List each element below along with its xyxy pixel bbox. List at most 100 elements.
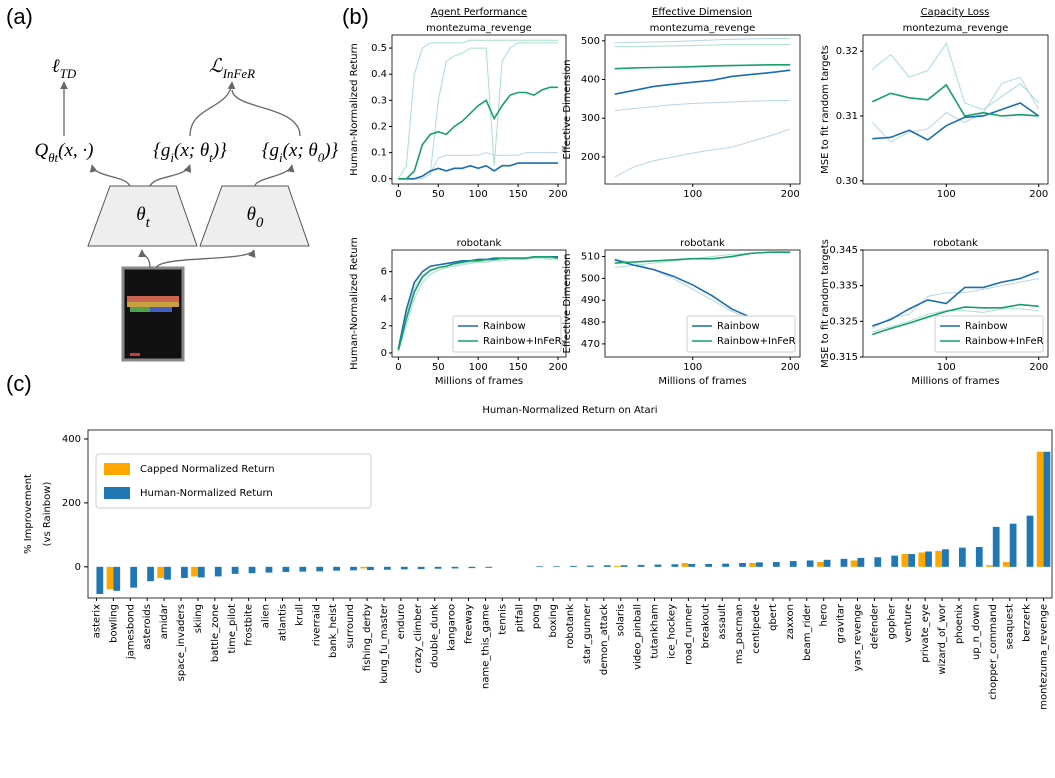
- x-tick-label: ice_hockey: [666, 604, 677, 659]
- legend-label: Capped Normalized Return: [140, 464, 275, 475]
- bar: [975, 547, 983, 567]
- series-line: [614, 64, 791, 70]
- x-axis-label: Millions of frames: [435, 376, 523, 387]
- y-axis-label: MSE to fit random targets: [820, 239, 831, 368]
- bar: [191, 566, 198, 577]
- x-tick-label: 200: [548, 189, 567, 200]
- diagram: [60, 81, 310, 362]
- arrow: [138, 249, 151, 269]
- bar: [231, 566, 239, 574]
- bar: [214, 566, 222, 577]
- x-tick-label: 100: [469, 362, 488, 373]
- formula: {gi(x; θ0)}: [262, 140, 339, 165]
- bar: [942, 549, 949, 567]
- y-tick-label: 480: [581, 317, 600, 328]
- formula-part: )}: [212, 140, 227, 161]
- bar: [316, 566, 324, 572]
- x-tick-label: up_n_down: [971, 604, 982, 660]
- x-tick-label: 100: [937, 189, 956, 200]
- bar: [806, 560, 814, 567]
- bar: [986, 565, 993, 567]
- column-title: Agent Performance: [431, 7, 527, 18]
- plot-frame: [391, 34, 567, 185]
- bar: [400, 566, 408, 570]
- atari-frame: [127, 302, 179, 307]
- panel-label: (c): [6, 371, 32, 396]
- x-tick-label: seaquest: [1005, 604, 1016, 650]
- y-tick-label: 0: [381, 348, 387, 359]
- panel-label: (a): [6, 4, 33, 29]
- x-tick-label: asterix: [91, 604, 102, 638]
- x-tick-label: 100: [469, 189, 488, 200]
- series-line: [614, 99, 791, 111]
- x-tick-label: star_gunner: [582, 603, 593, 664]
- x-tick-label: demon_attack: [599, 604, 610, 675]
- series-line: [398, 42, 559, 180]
- bar: [823, 559, 831, 567]
- x-tick-label: defender: [869, 603, 880, 649]
- x-tick-label: atlantis: [277, 604, 288, 641]
- panel-label: (b): [342, 4, 369, 29]
- bar: [705, 563, 713, 567]
- bar: [992, 526, 1000, 567]
- x-tick-label: pong: [531, 604, 542, 629]
- y-tick-label: 4: [381, 294, 387, 305]
- y-axis-label: Human-Normalized Return: [349, 237, 360, 370]
- bar: [586, 565, 594, 567]
- x-axis-label: Millions of frames: [658, 376, 746, 387]
- x-tick-label: skiing: [193, 604, 204, 633]
- y-tick-label: 400: [581, 75, 600, 86]
- formula-part: i: [279, 150, 283, 165]
- bar: [958, 547, 966, 567]
- chart-title: robotank: [933, 238, 978, 249]
- chart-title: montezuma_revenge: [903, 23, 1009, 34]
- y-tick-label: 400: [62, 434, 81, 445]
- bar: [925, 551, 932, 567]
- arrow: [149, 164, 192, 187]
- series-line: [614, 251, 791, 264]
- x-tick-label: jamesbond: [125, 604, 136, 660]
- y-tick-label: 300: [581, 113, 600, 124]
- y-tick-label: 0.2: [371, 121, 387, 132]
- formula-part: TD: [60, 66, 77, 81]
- x-tick-label: time_pilot: [227, 604, 238, 654]
- bar: [299, 566, 307, 572]
- bar: [553, 566, 560, 567]
- x-tick-label: road_runner: [683, 603, 694, 665]
- encoder-shape: [87, 185, 198, 247]
- arrow: [231, 89, 301, 137]
- bar: [96, 566, 104, 595]
- x-tick-label: kung_fu_master: [379, 603, 390, 684]
- atari-frame: [130, 353, 140, 356]
- formula: {gi(x; θt)}: [153, 140, 227, 165]
- y-tick-label: 6: [381, 267, 387, 278]
- formula-part: )}: [323, 140, 338, 161]
- y-tick-label: 470: [581, 339, 600, 350]
- formula-part: 0: [318, 150, 325, 165]
- formula-part: 0: [256, 215, 264, 231]
- bar: [603, 565, 611, 567]
- bar: [106, 566, 114, 590]
- x-axis-label: Millions of frames: [911, 376, 999, 387]
- plot-frame: [604, 34, 801, 185]
- bar: [1036, 451, 1044, 567]
- x-tick-label: pitfall: [514, 604, 525, 632]
- plot-frame: [862, 34, 1049, 185]
- bar: [570, 565, 577, 567]
- y-tick-label: 500: [581, 36, 600, 47]
- legend-box: [934, 315, 1044, 353]
- series-line: [398, 86, 559, 180]
- x-tick-label: tutankham: [650, 604, 661, 659]
- bar: [1026, 515, 1034, 567]
- bar: [1043, 451, 1051, 567]
- formula: Qθt(x, ·): [34, 140, 93, 165]
- series-line: [397, 255, 559, 351]
- series-line: [872, 102, 1040, 141]
- y-tick-label: 0.325: [829, 316, 858, 327]
- y-axis-label: % Improvement: [23, 474, 34, 554]
- y-tick-label: 0.335: [829, 281, 858, 292]
- x-tick-label: 200: [1029, 362, 1048, 373]
- bar: [1009, 523, 1017, 567]
- legend-label: Rainbow: [483, 321, 526, 332]
